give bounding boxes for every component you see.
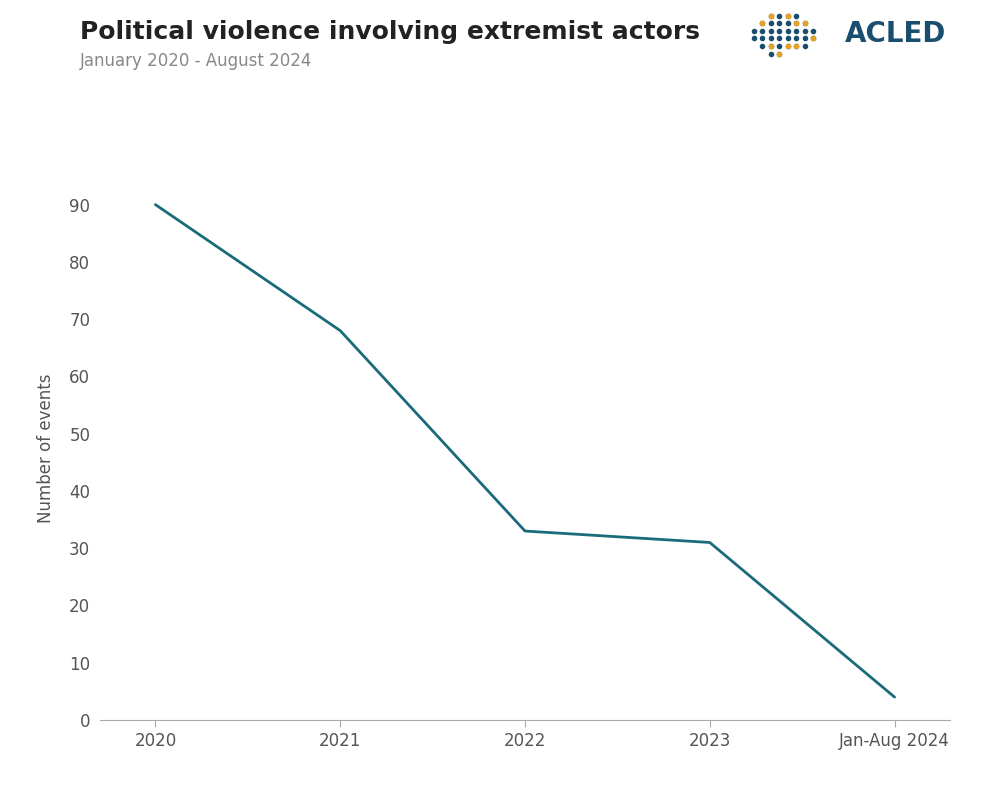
Text: January 2020 - August 2024: January 2020 - August 2024 — [80, 52, 312, 70]
Text: ACLED: ACLED — [845, 20, 946, 48]
Y-axis label: Number of events: Number of events — [37, 374, 55, 522]
Text: Political violence involving extremist actors: Political violence involving extremist a… — [80, 20, 700, 44]
